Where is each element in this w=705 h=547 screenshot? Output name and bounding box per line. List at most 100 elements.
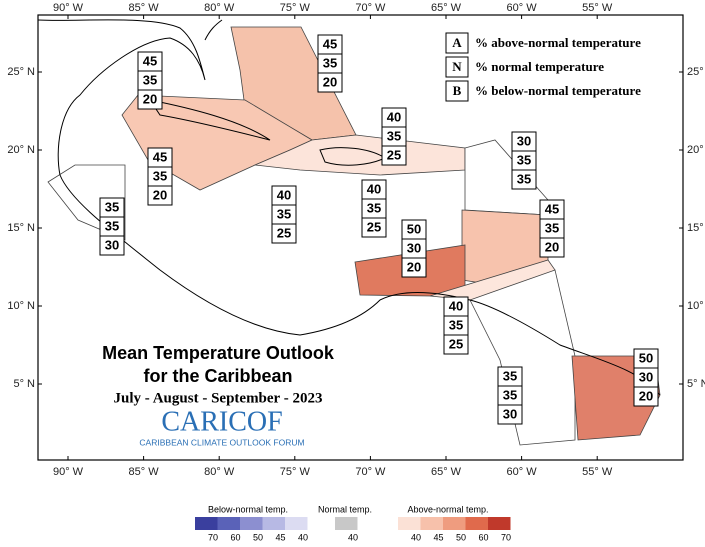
prob-cell [317, 72, 343, 93]
colorbar-label: 45 [275, 532, 285, 542]
prob-value: 20 [407, 259, 421, 274]
title: for the Caribbean [143, 366, 292, 386]
prob-value: 40 [367, 181, 381, 196]
coastline-florida [204, 19, 223, 41]
colorbar-swatch [420, 517, 443, 530]
logo-subtitle: CARIBBEAN CLIMATE OUTLOOK FORUM [139, 437, 304, 447]
prob-value: 45 [143, 53, 157, 68]
longitude-label: 70° W [355, 466, 386, 478]
colorbar-label: 45 [433, 532, 443, 542]
logo: CARICOF [161, 406, 282, 437]
prob-value: 35 [153, 168, 167, 183]
colorbar-label: 70 [208, 532, 218, 542]
prob-cell [137, 89, 163, 110]
prob-value: 30 [517, 133, 531, 148]
colorbar-label: 50 [456, 532, 466, 542]
longitude-label: 75° W [280, 466, 311, 478]
longitude-label: 80° W [204, 466, 235, 478]
colorbar-swatch [285, 517, 308, 530]
longitude-label: 80° W [204, 2, 235, 14]
title: Mean Temperature Outlook [102, 343, 335, 363]
prob-value: 35 [449, 317, 463, 332]
prob-value: 40 [277, 187, 291, 202]
prob-cell [633, 386, 659, 407]
prob-cell [361, 217, 387, 238]
colorbar-swatch [335, 517, 358, 530]
latitude-label: 10° N [7, 300, 35, 312]
prob-value: 50 [407, 221, 421, 236]
prob-value: 20 [143, 91, 157, 106]
colorbar-label: 60 [230, 532, 240, 542]
title-block: Mean Temperature Outlook for the Caribbe… [102, 343, 335, 448]
probability-boxes: 45 35 20 45 35 20 40 35 25 30 35 35 45 35 20 40 35 25 40 35… [99, 34, 659, 425]
latitude-label: 20° N [7, 144, 35, 156]
prob-value: 35 [143, 72, 157, 87]
prob-value: 25 [387, 147, 401, 162]
prob-value: 35 [517, 152, 531, 167]
colorbar-label: 40 [411, 532, 421, 542]
prob-value: 40 [387, 109, 401, 124]
prob-cell [401, 257, 427, 278]
prob-value: 30 [105, 237, 119, 252]
longitude-label: 90° W [53, 466, 84, 478]
prob-cell [511, 169, 537, 190]
prob-value: 35 [277, 206, 291, 221]
key-letter: A [452, 35, 462, 50]
colorbar-swatch [217, 517, 240, 530]
prob-value: 20 [639, 388, 653, 403]
prob-value: 35 [387, 128, 401, 143]
longitude-label: 70° W [355, 2, 386, 14]
prob-value: 35 [323, 55, 337, 70]
prob-value: 45 [323, 36, 337, 51]
colorbar-label: 40 [298, 532, 308, 542]
prob-value: 35 [367, 200, 381, 215]
colorbar-swatch [398, 517, 421, 530]
region-guyana [469, 269, 576, 446]
longitude-label: 55° W [582, 466, 613, 478]
prob-cell [497, 404, 523, 425]
longitude-label: 55° W [582, 2, 613, 14]
key-box [445, 32, 469, 54]
axis-labels: 90° W 90° W 85° W 85° W 80° W 80° W 75° W 75° W… [7, 2, 705, 478]
prob-value: 40 [449, 298, 463, 313]
key-box [445, 56, 469, 78]
prob-value: 30 [639, 369, 653, 384]
latitude-label: 10° N [687, 300, 705, 312]
colorbar-swatch [488, 517, 511, 530]
colorbar-label: 70 [501, 532, 511, 542]
prob-value: 45 [545, 201, 559, 216]
colorbar-title: Normal temp. [318, 504, 372, 514]
longitude-label: 85° W [129, 2, 160, 14]
prob-value: 50 [639, 350, 653, 365]
prob-value: 35 [105, 218, 119, 233]
latitude-label: 25° N [7, 66, 35, 78]
prob-cell [147, 185, 173, 206]
key-text: % normal temperature [475, 59, 604, 74]
prob-value: 20 [323, 74, 337, 89]
prob-value: 35 [517, 171, 531, 186]
prob-value: 35 [545, 220, 559, 235]
longitude-label: 85° W [129, 466, 160, 478]
longitude-label: 75° W [280, 2, 311, 14]
colorbar-swatch [195, 517, 218, 530]
prob-value: 20 [153, 187, 167, 202]
prob-value: 35 [105, 199, 119, 214]
key: A % above-normal temperature N % normal … [445, 32, 641, 102]
colorbar-swatch [443, 517, 466, 530]
latitude-label: 25° N [687, 66, 705, 78]
regions [47, 26, 661, 446]
colorbar-label: 60 [478, 532, 488, 542]
coastline-mainland [37, 19, 471, 336]
longitude-label: 65° W [431, 2, 462, 14]
colorbar-label: 50 [253, 532, 263, 542]
prob-cell [99, 235, 125, 256]
latitude-label: 20° N [687, 144, 705, 156]
longitude-label: 90° W [53, 2, 84, 14]
longitude-label: 60° W [507, 2, 538, 14]
latitude-label: 5° N [687, 378, 705, 390]
coastline-cuba [148, 99, 271, 141]
prob-value: 25 [449, 336, 463, 351]
prob-value: 35 [503, 368, 517, 383]
colorbar-title: Below-normal temp. [208, 504, 288, 514]
